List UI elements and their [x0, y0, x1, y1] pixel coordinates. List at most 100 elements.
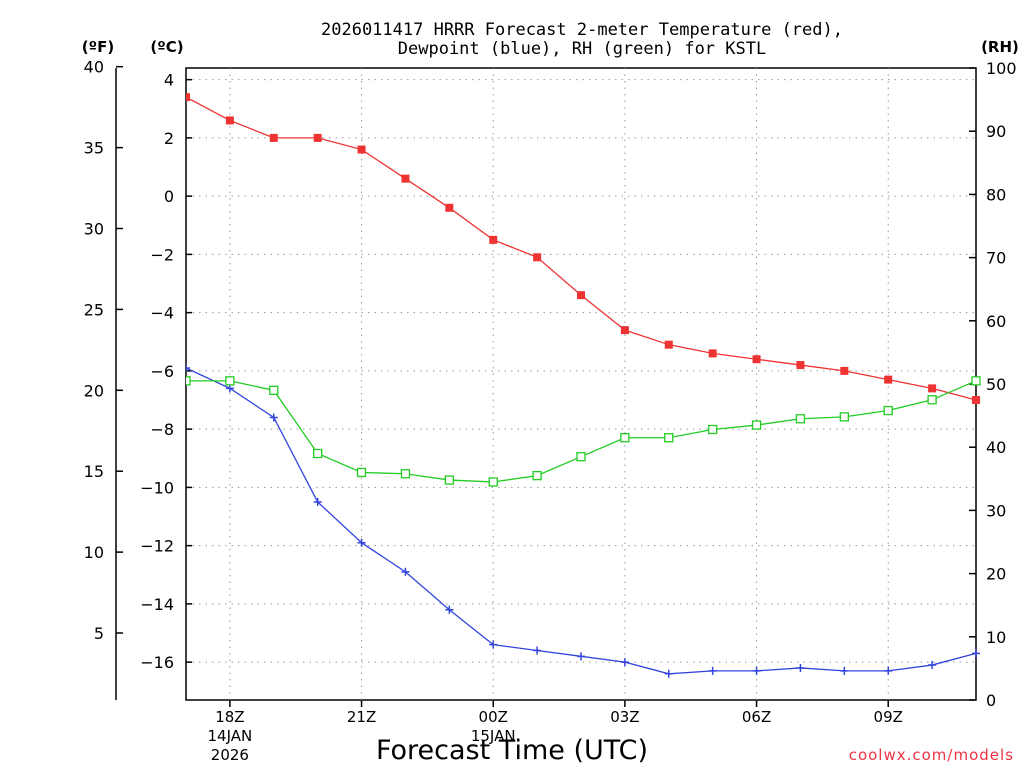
x-tick-label: 09Z — [874, 708, 903, 726]
dewpoint-point — [884, 666, 893, 675]
credit-label: coolwx.com/models — [849, 746, 1014, 764]
rh-point — [356, 467, 367, 478]
dewpoint-point — [928, 661, 937, 670]
rh-point — [795, 414, 806, 424]
plot-frame — [185, 67, 977, 701]
temperature-point — [313, 133, 322, 142]
dewpoint-point — [313, 497, 322, 506]
temperature-point — [928, 384, 937, 393]
temperature-point — [401, 174, 410, 183]
temperature-point — [225, 116, 234, 125]
dewpoint-point — [357, 538, 366, 547]
rh-point — [751, 420, 762, 430]
rh-line — [186, 380, 977, 483]
celsius-tick-label: −4 — [150, 304, 174, 323]
rh-unit-label: (RH) — [981, 38, 1019, 56]
temperature-point — [533, 253, 542, 262]
temperature-point — [620, 326, 629, 335]
rh-tick-label: 90 — [986, 122, 1006, 141]
dewpoint-point — [401, 567, 410, 576]
dewpoint-point — [664, 669, 673, 678]
temperature-point — [884, 375, 893, 384]
celsius-tick-label: −2 — [150, 245, 174, 264]
chart-title-line2: Dewpoint (blue), RH (green) for KSTL — [398, 39, 766, 59]
dewpoint-point — [620, 658, 629, 667]
rh-series — [186, 376, 981, 487]
temperature-point — [708, 349, 717, 358]
dewpoint-point — [489, 640, 498, 649]
dewpoint-series — [186, 363, 980, 678]
dewpoint-point — [533, 646, 542, 655]
fahrenheit-tick-label: 30 — [84, 220, 104, 239]
temperature-point — [840, 366, 849, 375]
fahrenheit-tick-label: 25 — [84, 300, 104, 319]
x-tick-label: 21Z — [347, 708, 376, 726]
rh-point — [225, 376, 235, 386]
temperature-point — [269, 133, 278, 142]
temperature-point — [186, 93, 190, 102]
rh-point — [186, 376, 191, 386]
rh-point — [532, 470, 542, 481]
celsius-tick-label: 0 — [164, 187, 174, 206]
dewpoint-point — [796, 663, 805, 672]
temperature-point — [445, 203, 454, 212]
rh-point — [708, 424, 718, 435]
rh-tick-label: 50 — [986, 375, 1006, 394]
rh-tick-label: 40 — [986, 438, 1006, 457]
chart-title-line1: 2026011417 HRRR Forecast 2-meter Tempera… — [321, 20, 843, 40]
x-axis-label: Forecast Time (UTC) — [376, 735, 648, 766]
celsius-tick-label: −16 — [140, 653, 174, 672]
temperature-line — [186, 96, 977, 401]
temperature-series — [186, 93, 980, 405]
fahrenheit-tick-label: 40 — [84, 58, 104, 77]
temperature-point — [752, 355, 761, 364]
dewpoint-point — [186, 363, 190, 372]
rh-tick-label: 20 — [986, 565, 1006, 584]
celsius-tick-label: 4 — [164, 71, 174, 90]
rh-point — [400, 469, 411, 479]
rh-tick-label: 80 — [986, 185, 1006, 204]
dewpoint-line — [186, 367, 977, 675]
rh-point — [576, 452, 586, 462]
temperature-point — [972, 396, 980, 405]
fahrenheit-tick-label: 20 — [84, 381, 104, 400]
dewpoint-point — [972, 649, 980, 658]
rh-point — [488, 477, 498, 487]
x-tick-date-label: 15JAN — [471, 727, 516, 745]
dewpoint-point — [445, 605, 454, 614]
x-tick-label: 06Z — [742, 708, 771, 726]
temperature-point — [357, 145, 366, 154]
celsius-unit-label: (ºC) — [150, 38, 183, 56]
rh-tick-label: 30 — [986, 501, 1006, 520]
celsius-tick-label: −12 — [140, 537, 174, 556]
x-tick-date-label: 14JAN — [208, 727, 253, 745]
grid-lines — [186, 68, 976, 700]
dewpoint-point — [577, 652, 585, 661]
x-tick-year-label: 2026 — [211, 746, 249, 764]
dewpoint-point — [840, 666, 849, 675]
rh-point — [927, 395, 937, 405]
celsius-tick-label: −10 — [140, 478, 174, 497]
x-tick-label: 00Z — [479, 708, 508, 726]
celsius-tick-label: −14 — [140, 595, 174, 614]
rh-point — [620, 433, 630, 443]
fahrenheit-unit-label: (ºF) — [82, 38, 114, 56]
x-tick-label: 18Z — [215, 708, 244, 726]
temperature-point — [577, 291, 585, 300]
rh-tick-label: 10 — [986, 628, 1006, 647]
data-series — [186, 93, 981, 678]
dewpoint-point — [708, 666, 717, 675]
celsius-tick-label: −8 — [150, 420, 174, 439]
dewpoint-point — [225, 384, 234, 393]
dewpoint-point — [752, 666, 761, 675]
rh-point — [664, 433, 674, 443]
rh-point — [883, 405, 893, 416]
fahrenheit-tick-label: 5 — [94, 624, 104, 643]
rh-point — [971, 376, 981, 386]
temperature-point — [664, 340, 673, 349]
temperature-point — [489, 235, 498, 244]
celsius-tick-label: −6 — [150, 362, 174, 381]
rh-point — [839, 412, 849, 422]
